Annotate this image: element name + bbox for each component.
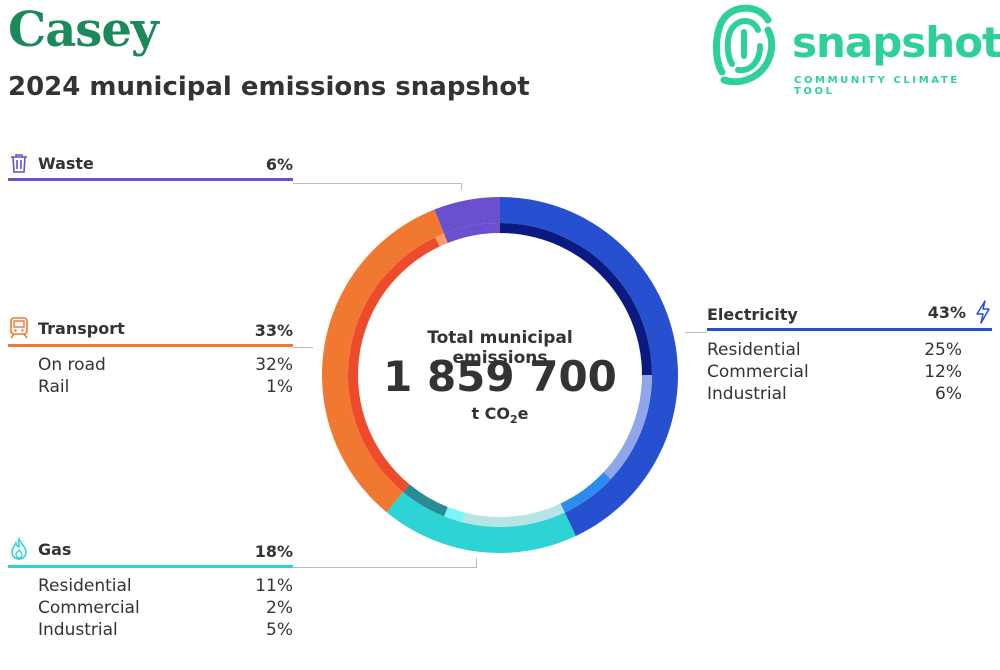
outer-slice-electricity bbox=[500, 197, 678, 537]
inner-slice-waste bbox=[444, 223, 500, 243]
flame-icon bbox=[11, 537, 27, 560]
inner-slice-electricity-commercial bbox=[603, 375, 652, 480]
list-item: Residential 25% bbox=[707, 340, 962, 360]
total-emissions-unit: t CO2e bbox=[471, 404, 529, 427]
waste-label: Waste bbox=[38, 153, 94, 173]
inner-slice-gas-residential bbox=[462, 503, 565, 528]
lightning-bolt-icon bbox=[976, 300, 990, 324]
waste-section-header: Waste 6% bbox=[8, 152, 293, 181]
waste-pct: 6% bbox=[265, 155, 293, 174]
inner-slice-transport-rail bbox=[435, 233, 448, 247]
gas-connector-h bbox=[293, 567, 476, 569]
list-item: Commercial 2% bbox=[38, 598, 293, 618]
outer-slice-gas bbox=[386, 492, 576, 553]
transport-label: Transport bbox=[38, 318, 125, 338]
snapshot-logo-tagline: COMMUNITY CLIMATE TOOL bbox=[794, 75, 960, 97]
waste-connector bbox=[293, 183, 462, 190]
train-icon bbox=[10, 317, 28, 339]
trash-bin-icon bbox=[11, 154, 27, 173]
transport-section-header: Transport 33% bbox=[8, 316, 293, 347]
list-item: On road 32% bbox=[38, 355, 293, 375]
inner-slice-electricity-industrial bbox=[560, 472, 611, 513]
list-item: Residential 11% bbox=[38, 576, 293, 596]
transport-pct: 33% bbox=[254, 321, 293, 340]
total-emissions-label: Total municipal emissions bbox=[427, 328, 573, 368]
page-title: Casey bbox=[8, 2, 159, 58]
total-emissions-value: 1 859 700 bbox=[383, 352, 617, 401]
inner-slice-electricity-residential bbox=[500, 223, 652, 375]
electricity-section-header: Electricity 43% bbox=[707, 300, 992, 331]
inner-slice-gas-industrial bbox=[403, 484, 448, 517]
electricity-pct: 43% bbox=[927, 302, 966, 322]
inner-slice-transport-on-road bbox=[348, 237, 440, 493]
electricity-label: Electricity bbox=[707, 305, 798, 324]
gas-label: Gas bbox=[38, 539, 72, 559]
list-item: Rail 1% bbox=[38, 377, 293, 397]
outer-slice-waste bbox=[434, 197, 500, 234]
page-subtitle: 2024 municipal emissions snapshot bbox=[8, 72, 530, 102]
list-item: Commercial 12% bbox=[707, 362, 962, 382]
gas-pct: 18% bbox=[254, 542, 293, 561]
gas-connector-v bbox=[476, 558, 478, 568]
snapshot-logo-word: snapshot bbox=[792, 18, 1000, 67]
snapshot-logo-icon bbox=[713, 4, 776, 86]
inner-slice-gas-commercial bbox=[444, 507, 465, 523]
list-item: Industrial 6% bbox=[707, 384, 962, 404]
electricity-connector bbox=[685, 332, 707, 334]
transport-connector bbox=[293, 347, 313, 349]
gas-section-header: Gas 18% bbox=[8, 537, 293, 568]
outer-slice-transport bbox=[321, 209, 445, 513]
list-item: Industrial 5% bbox=[38, 620, 293, 640]
